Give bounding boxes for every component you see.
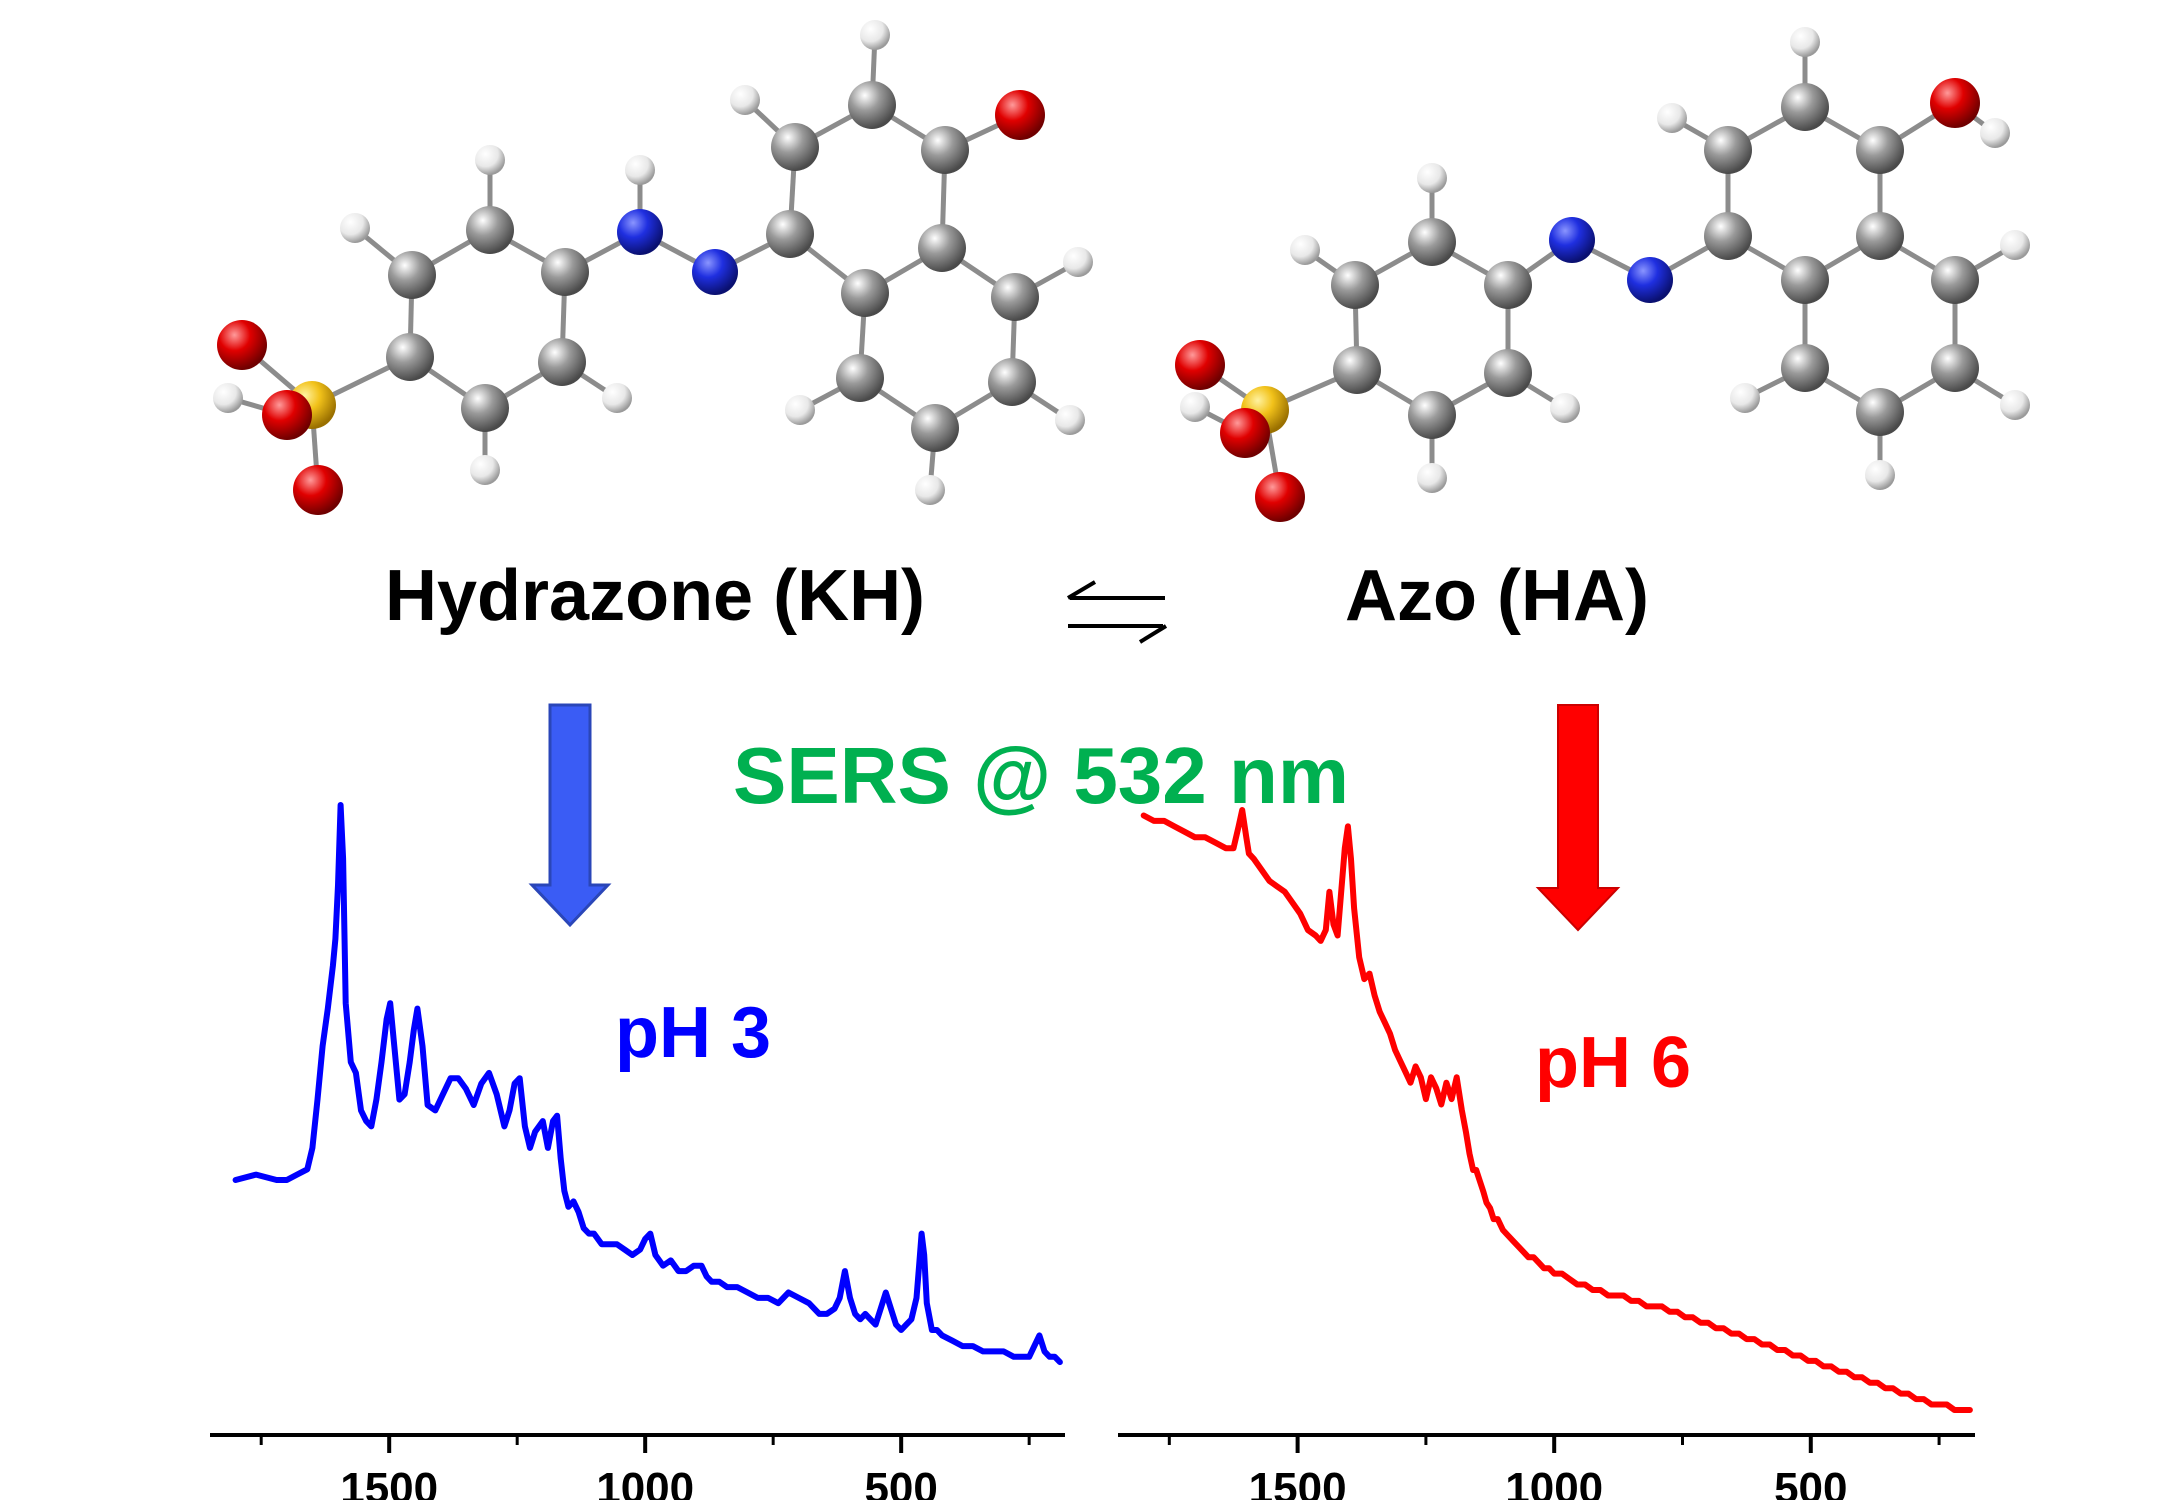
hydrogen-atom-icon [1180, 392, 1210, 422]
oxygen-atom-icon [293, 465, 343, 515]
hydrogen-atom-icon [1417, 463, 1447, 493]
hydrogen-atom-icon [1550, 393, 1580, 423]
carbon-atom-icon [1931, 344, 1979, 392]
oxygen-atom-icon [1255, 472, 1305, 522]
carbon-atom-icon [988, 358, 1036, 406]
carbon-atom-icon [1856, 126, 1904, 174]
carbon-atom-icon [766, 210, 814, 258]
x-tick-label: 1000 [596, 1464, 694, 1500]
carbon-atom-icon [921, 126, 969, 174]
hydrogen-atom-icon [602, 383, 632, 413]
technique-label: SERS @ 532 nm [733, 731, 1350, 820]
x-tick-label: 500 [1774, 1464, 1847, 1500]
carbon-atom-icon [1931, 256, 1979, 304]
nitrogen-atom-icon [1549, 217, 1595, 263]
x-tick-label: 1000 [1505, 1464, 1603, 1500]
carbon-atom-icon [1704, 212, 1752, 260]
hydrogen-atom-icon [1730, 383, 1760, 413]
carbon-atom-icon [1484, 261, 1532, 309]
carbon-atom-icon [1781, 344, 1829, 392]
carbon-atom-icon [1856, 388, 1904, 436]
carbon-atom-icon [388, 251, 436, 299]
hydrogen-atom-icon [1417, 163, 1447, 193]
hydrazone-molecule-model [213, 20, 1093, 515]
hydrogen-atom-icon [860, 20, 890, 50]
carbon-atom-icon [1781, 256, 1829, 304]
oxygen-atom-icon [1220, 408, 1270, 458]
spectrum-line [232, 802, 1063, 1366]
hydrogen-atom-icon [625, 155, 655, 185]
x-tick-label: 1500 [1249, 1464, 1347, 1500]
hydrogen-atom-icon [1290, 235, 1320, 265]
carbon-atom-icon [841, 269, 889, 317]
hydrogen-atom-icon [2000, 390, 2030, 420]
hydrogen-atom-icon [1790, 27, 1820, 57]
oxygen-atom-icon [1930, 78, 1980, 128]
equilibrium-arrow-icon [1066, 580, 1168, 644]
hydrogen-atom-icon [1063, 247, 1093, 277]
nitrogen-atom-icon [692, 249, 738, 295]
hydrogen-atom-icon [213, 383, 243, 413]
carbon-atom-icon [466, 206, 514, 254]
blue-down-arrow-icon [528, 703, 612, 928]
nitrogen-atom-icon [617, 209, 663, 255]
nitrogen-atom-icon [1627, 257, 1673, 303]
hydrogen-atom-icon [1055, 405, 1085, 435]
red-down-arrow-icon [1535, 704, 1621, 932]
carbon-atom-icon [538, 338, 586, 386]
x-tick-label: 500 [864, 1464, 937, 1500]
oxygen-atom-icon [262, 390, 312, 440]
carbon-atom-icon [771, 123, 819, 171]
azo-label: Azo (HA) [1345, 556, 1649, 636]
ph3-spectrum-chart: 1500 1000 500 [210, 802, 1065, 1505]
carbon-atom-icon [386, 333, 434, 381]
spectrum-line [1140, 807, 1973, 1413]
hydrogen-atom-icon [475, 145, 505, 175]
carbon-atom-icon [918, 224, 966, 272]
hydrogen-atom-icon [2000, 230, 2030, 260]
hydrazone-label: Hydrazone (KH) [385, 556, 926, 636]
carbon-atom-icon [541, 248, 589, 296]
hydrogen-atom-icon [915, 475, 945, 505]
carbon-atom-icon [1333, 346, 1381, 394]
carbon-atom-icon [1408, 218, 1456, 266]
x-tick-label: 1500 [340, 1464, 438, 1500]
carbon-atom-icon [848, 81, 896, 129]
carbon-atom-icon [1704, 126, 1752, 174]
ph6-spectrum-chart: 1500 1000 500 [1118, 807, 1975, 1505]
carbon-atom-icon [1484, 349, 1532, 397]
hydrogen-atom-icon [785, 395, 815, 425]
oxygen-atom-icon [1175, 340, 1225, 390]
ph6-series-label: pH 6 [1535, 1023, 1692, 1103]
carbon-atom-icon [1781, 83, 1829, 131]
carbon-atom-icon [991, 273, 1039, 321]
carbon-atom-icon [911, 404, 959, 452]
oxygen-atom-icon [217, 320, 267, 370]
hydrogen-atom-icon [1980, 118, 2010, 148]
hydrogen-atom-icon [1865, 460, 1895, 490]
hydrogen-atom-icon [1657, 103, 1687, 133]
azo-molecule-model [1175, 27, 2030, 522]
ph3-series-label: pH 3 [615, 993, 772, 1073]
hydrogen-atom-icon [730, 85, 760, 115]
hydrogen-atom-icon [340, 213, 370, 243]
carbon-atom-icon [461, 384, 509, 432]
carbon-atom-icon [1408, 391, 1456, 439]
carbon-atom-icon [1331, 261, 1379, 309]
carbon-atom-icon [1856, 212, 1904, 260]
carbon-atom-icon [836, 354, 884, 402]
oxygen-atom-icon [995, 90, 1045, 140]
hydrogen-atom-icon [470, 455, 500, 485]
